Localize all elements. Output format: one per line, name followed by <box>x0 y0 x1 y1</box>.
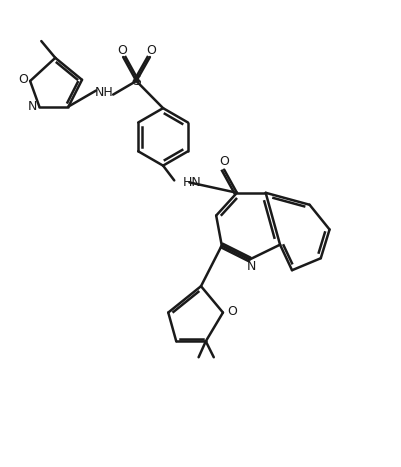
Text: O: O <box>146 44 155 57</box>
Text: N: N <box>27 100 37 113</box>
Text: S: S <box>132 74 140 88</box>
Text: HN: HN <box>182 176 201 189</box>
Text: O: O <box>117 44 127 57</box>
Text: N: N <box>246 260 256 273</box>
Text: NH: NH <box>94 86 113 99</box>
Text: O: O <box>18 73 28 86</box>
Text: O: O <box>226 305 236 318</box>
Text: O: O <box>219 155 229 168</box>
